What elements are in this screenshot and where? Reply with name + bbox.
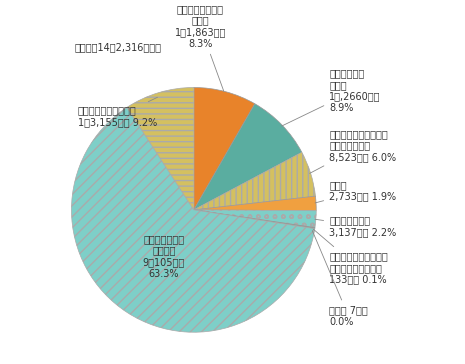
Wedge shape <box>194 210 315 229</box>
Wedge shape <box>194 87 255 210</box>
Wedge shape <box>127 87 194 210</box>
Text: その他の製造業
（合計）
9兆105億円
63.3%: その他の製造業 （合計） 9兆105億円 63.3% <box>143 234 185 278</box>
Text: 放送業 7億円
0.0%: 放送業 7億円 0.0% <box>312 230 368 327</box>
Text: 情報サービス業
3,137億円 2.2%: 情報サービス業 3,137億円 2.2% <box>315 215 396 237</box>
Text: 電気機械器具
製造業
1兆,2660億円
8.9%: 電気機械器具 製造業 1兆,2660億円 8.9% <box>282 68 381 126</box>
Text: 通信業
2,733億円 1.9%: 通信業 2,733億円 1.9% <box>315 180 396 203</box>
Text: 電子部品・デバイス・
電子回路製造業
8,523億円 6.0%: 電子部品・デバイス・ 電子回路製造業 8,523億円 6.0% <box>310 129 396 173</box>
Wedge shape <box>194 152 315 210</box>
Text: （企業：14兆2,316億円）: （企業：14兆2,316億円） <box>75 42 162 52</box>
Wedge shape <box>72 107 315 332</box>
Text: インターネット附随・
その他の情報通信業
133億円 0.1%: インターネット附随・ その他の情報通信業 133億円 0.1% <box>313 229 388 284</box>
Wedge shape <box>194 210 315 228</box>
Wedge shape <box>194 210 316 228</box>
Text: その他の産業（合計）
1兆3,155億円 9.2%: その他の産業（合計） 1兆3,155億円 9.2% <box>78 97 158 127</box>
Wedge shape <box>194 196 316 211</box>
Text: 情報通信機械器具
製造業
1兆1,863億円
8.3%: 情報通信機械器具 製造業 1兆1,863億円 8.3% <box>174 4 226 91</box>
Wedge shape <box>194 104 302 210</box>
